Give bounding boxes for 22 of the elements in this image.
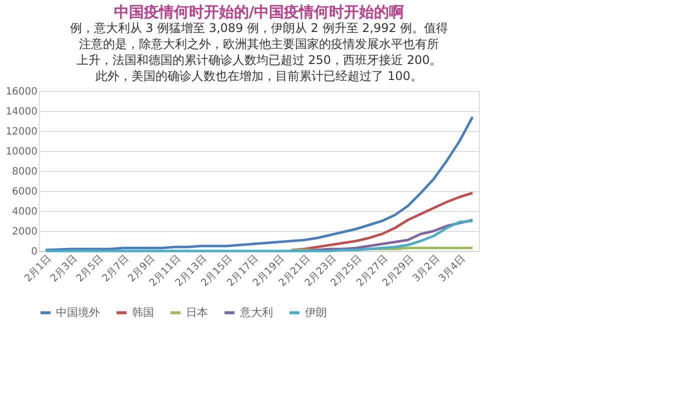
y-tick-label: 2000 (12, 226, 38, 238)
legend-label: 日本 (186, 306, 208, 319)
y-tick-label: 8000 (12, 166, 38, 178)
y-tick-label: 16000 (6, 86, 38, 98)
y-tick-label: 12000 (6, 126, 38, 138)
y-tick-label: 4000 (12, 206, 38, 218)
text: 上升，法国和德国的累计确诊人数均已超过 250，西班牙接近 200。 (76, 53, 442, 67)
legend-label: 中国境外 (56, 306, 100, 319)
legend-label: 伊朗 (305, 306, 327, 319)
chart-title: 中国疫情何时开始的/中国疫情何时开始的啊 (114, 3, 404, 21)
y-tick-label: 10000 (6, 146, 38, 158)
legend-label: 意大利 (239, 306, 273, 319)
text: 此外，美国的确诊人数也在增加，目前累计已经超过了 100。 (96, 69, 422, 83)
line-series (44, 220, 474, 252)
y-tick-label: 6000 (12, 186, 38, 198)
y-tick-label: 0 (31, 246, 38, 258)
line-series (290, 192, 474, 252)
line-series (44, 116, 474, 252)
legend-label: 韩国 (132, 306, 154, 319)
text: 例，意大利从 3 例猛增至 3,089 例，伊朗从 2 例升至 2,992 例。值得 (70, 21, 448, 35)
text: 注意的是，除意大利之外，欧洲其他主要国家的疫情发展水平也有所 (79, 37, 439, 51)
y-tick-label: 14000 (6, 106, 38, 118)
